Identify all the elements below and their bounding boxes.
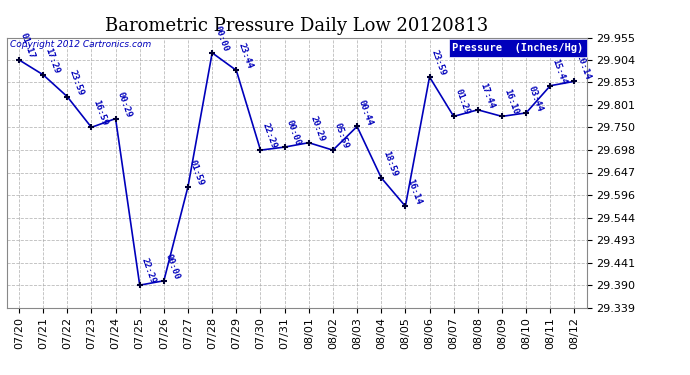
- Text: 17:29: 17:29: [43, 46, 61, 75]
- Text: 23:44: 23:44: [236, 42, 254, 70]
- Text: 00:00: 00:00: [284, 119, 302, 147]
- Text: 17:44: 17:44: [477, 81, 495, 110]
- Text: 23:59: 23:59: [68, 68, 85, 97]
- Text: 00:00: 00:00: [213, 24, 230, 53]
- Text: 15:44: 15:44: [551, 57, 568, 86]
- Text: 16:59: 16:59: [91, 99, 109, 128]
- Text: 18:59: 18:59: [381, 149, 399, 178]
- Text: 05:59: 05:59: [333, 122, 351, 150]
- Text: 20:14: 20:14: [574, 53, 592, 81]
- Title: Barometric Pressure Daily Low 20120813: Barometric Pressure Daily Low 20120813: [105, 16, 489, 34]
- Text: 00:44: 00:44: [357, 98, 375, 126]
- Text: 23:59: 23:59: [429, 49, 447, 77]
- Text: 16:10: 16:10: [502, 88, 520, 116]
- Text: 01:59: 01:59: [188, 158, 206, 186]
- Text: 00:00: 00:00: [164, 252, 181, 281]
- Text: 03:44: 03:44: [526, 84, 544, 113]
- Text: 16:14: 16:14: [406, 178, 423, 206]
- Text: 22:29: 22:29: [261, 122, 278, 150]
- Text: 22:29: 22:29: [139, 257, 157, 285]
- Text: 00:29: 00:29: [115, 90, 133, 118]
- Text: Copyright 2012 Cartronics.com: Copyright 2012 Cartronics.com: [10, 40, 151, 49]
- Text: 01:29: 01:29: [454, 88, 471, 116]
- Text: Pressure  (Inches/Hg): Pressure (Inches/Hg): [453, 43, 584, 53]
- Text: 20:29: 20:29: [308, 114, 326, 143]
- Text: 01:17: 01:17: [19, 32, 37, 60]
